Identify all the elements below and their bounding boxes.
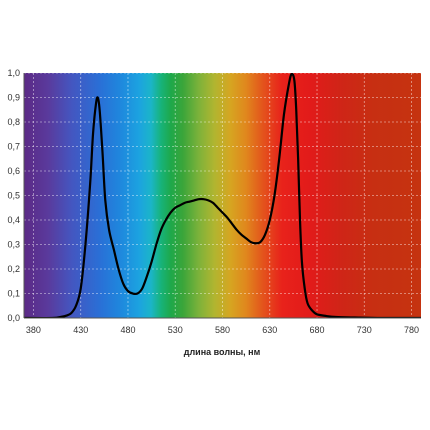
series-line-group — [24, 73, 421, 318]
y-tick-label: 1,0 — [7, 68, 20, 78]
y-tick-label: 0,4 — [7, 215, 20, 225]
x-axis-title: длина волны, нм — [184, 347, 261, 357]
x-tick-label: 730 — [357, 325, 372, 335]
y-tick-label: 0,7 — [7, 142, 20, 152]
x-tick-label: 530 — [168, 325, 183, 335]
x-tick-labels: 380 430 480 530 580 630 680 730 780 — [26, 325, 419, 335]
x-tick-label: 680 — [310, 325, 325, 335]
x-tick-label: 380 — [26, 325, 41, 335]
y-tick-label: 0,9 — [7, 93, 20, 103]
y-tick-labels: 0,0 0,1 0,2 0,3 0,4 0,5 0,6 0,7 0,8 0,9 1,0 — [7, 68, 20, 323]
x-tick-label: 580 — [215, 325, 230, 335]
y-tick-label: 0,0 — [7, 313, 20, 323]
y-tick-label: 0,8 — [7, 117, 20, 127]
x-tick-label: 480 — [120, 325, 135, 335]
y-tick-label: 0,5 — [7, 191, 20, 201]
x-tick-label: 430 — [73, 325, 88, 335]
y-tick-label: 0,6 — [7, 166, 20, 176]
grid-lines — [24, 72, 421, 318]
series-line-0 — [24, 73, 421, 318]
y-tick-label: 0,3 — [7, 240, 20, 250]
y-tick-label: 0,2 — [7, 264, 20, 274]
y-tick-label: 0,1 — [7, 289, 20, 299]
x-tick-label: 780 — [404, 325, 419, 335]
x-tick-label: 630 — [262, 325, 277, 335]
